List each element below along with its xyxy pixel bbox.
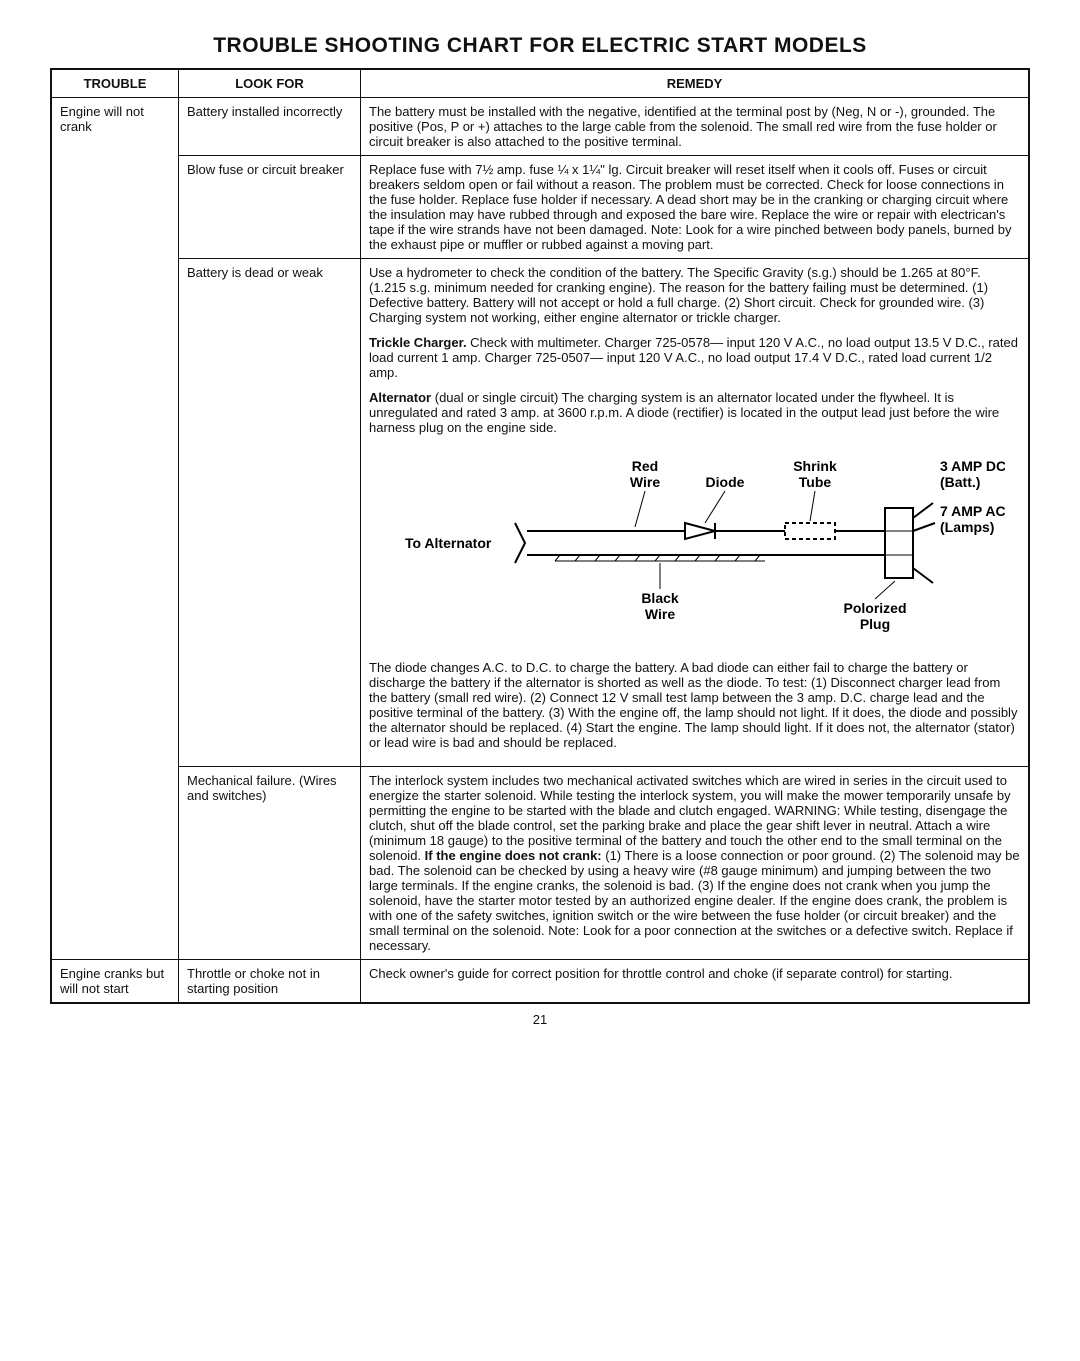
- text: (dual or single circuit) The charging sy…: [369, 390, 999, 435]
- lookfor-cell: Blow fuse or circuit breaker: [179, 156, 361, 259]
- remedy-p2: Trickle Charger. Check with multimeter. …: [369, 335, 1020, 380]
- svg-text:Wire: Wire: [644, 606, 674, 622]
- lbl-diode: Diode: [705, 474, 744, 490]
- label-trickle: Trickle Charger.: [369, 335, 467, 350]
- remedy-p1: Use a hydrometer to check the condition …: [369, 265, 1020, 325]
- lbl-to-alt: To Alternator: [405, 535, 492, 551]
- lookfor-cell: Battery is dead or weak: [179, 259, 361, 767]
- troubleshoot-table: TROUBLE LOOK FOR REMEDY Engine will not …: [50, 68, 1030, 1004]
- trouble-cell: Engine will not crank: [51, 98, 179, 960]
- svg-text:Tube: Tube: [798, 474, 831, 490]
- lookfor-cell: Mechanical failure. (Wires and switches): [179, 767, 361, 960]
- lbl-plug: Polorized: [843, 600, 906, 616]
- th-remedy: REMEDY: [361, 69, 1030, 98]
- lbl-red-wire: Red: [631, 458, 657, 474]
- remedy-p4: The diode changes A.C. to D.C. to charge…: [369, 660, 1020, 750]
- remedy-cell: The interlock system includes two mechan…: [361, 767, 1030, 960]
- label-engine-not-crank: If the engine does not crank:: [425, 848, 602, 863]
- wiring-diagram: Red Wire Diode Shrink Tube 3 AMP DC (Bat…: [369, 453, 1020, 646]
- lookfor-cell: Throttle or choke not in starting positi…: [179, 960, 361, 1004]
- svg-text:Plug: Plug: [859, 616, 889, 632]
- th-trouble: TROUBLE: [51, 69, 179, 98]
- lbl-shrink: Shrink: [793, 458, 837, 474]
- lookfor-cell: Battery installed incorrectly: [179, 98, 361, 156]
- lbl-ampdc: 3 AMP DC: [940, 458, 1005, 474]
- remedy-cell: Use a hydrometer to check the condition …: [361, 259, 1030, 767]
- remedy-cell: Check owner's guide for correct position…: [361, 960, 1030, 1004]
- trouble-cell: Engine cranks but will not start: [51, 960, 179, 1004]
- remedy-cell: Replace fuse with 7½ amp. fuse ¼ x 1¼" l…: [361, 156, 1030, 259]
- remedy-p3: Alternator (dual or single circuit) The …: [369, 390, 1020, 435]
- svg-text:(Lamps): (Lamps): [940, 519, 994, 535]
- svg-text:(Batt.): (Batt.): [940, 474, 980, 490]
- th-lookfor: LOOK FOR: [179, 69, 361, 98]
- lbl-black: Black: [641, 590, 679, 606]
- label-alternator: Alternator: [369, 390, 431, 405]
- svg-text:Wire: Wire: [629, 474, 659, 490]
- text: (1) There is a loose connection or poor …: [369, 848, 1020, 953]
- text: Check with multimeter. Charger 725-0578—…: [369, 335, 1018, 380]
- remedy-cell: The battery must be installed with the n…: [361, 98, 1030, 156]
- lbl-ampac: 7 AMP AC: [940, 503, 1005, 519]
- page-number: 21: [50, 1012, 1030, 1027]
- page-title: TROUBLE SHOOTING CHART FOR ELECTRIC STAR…: [50, 34, 1030, 58]
